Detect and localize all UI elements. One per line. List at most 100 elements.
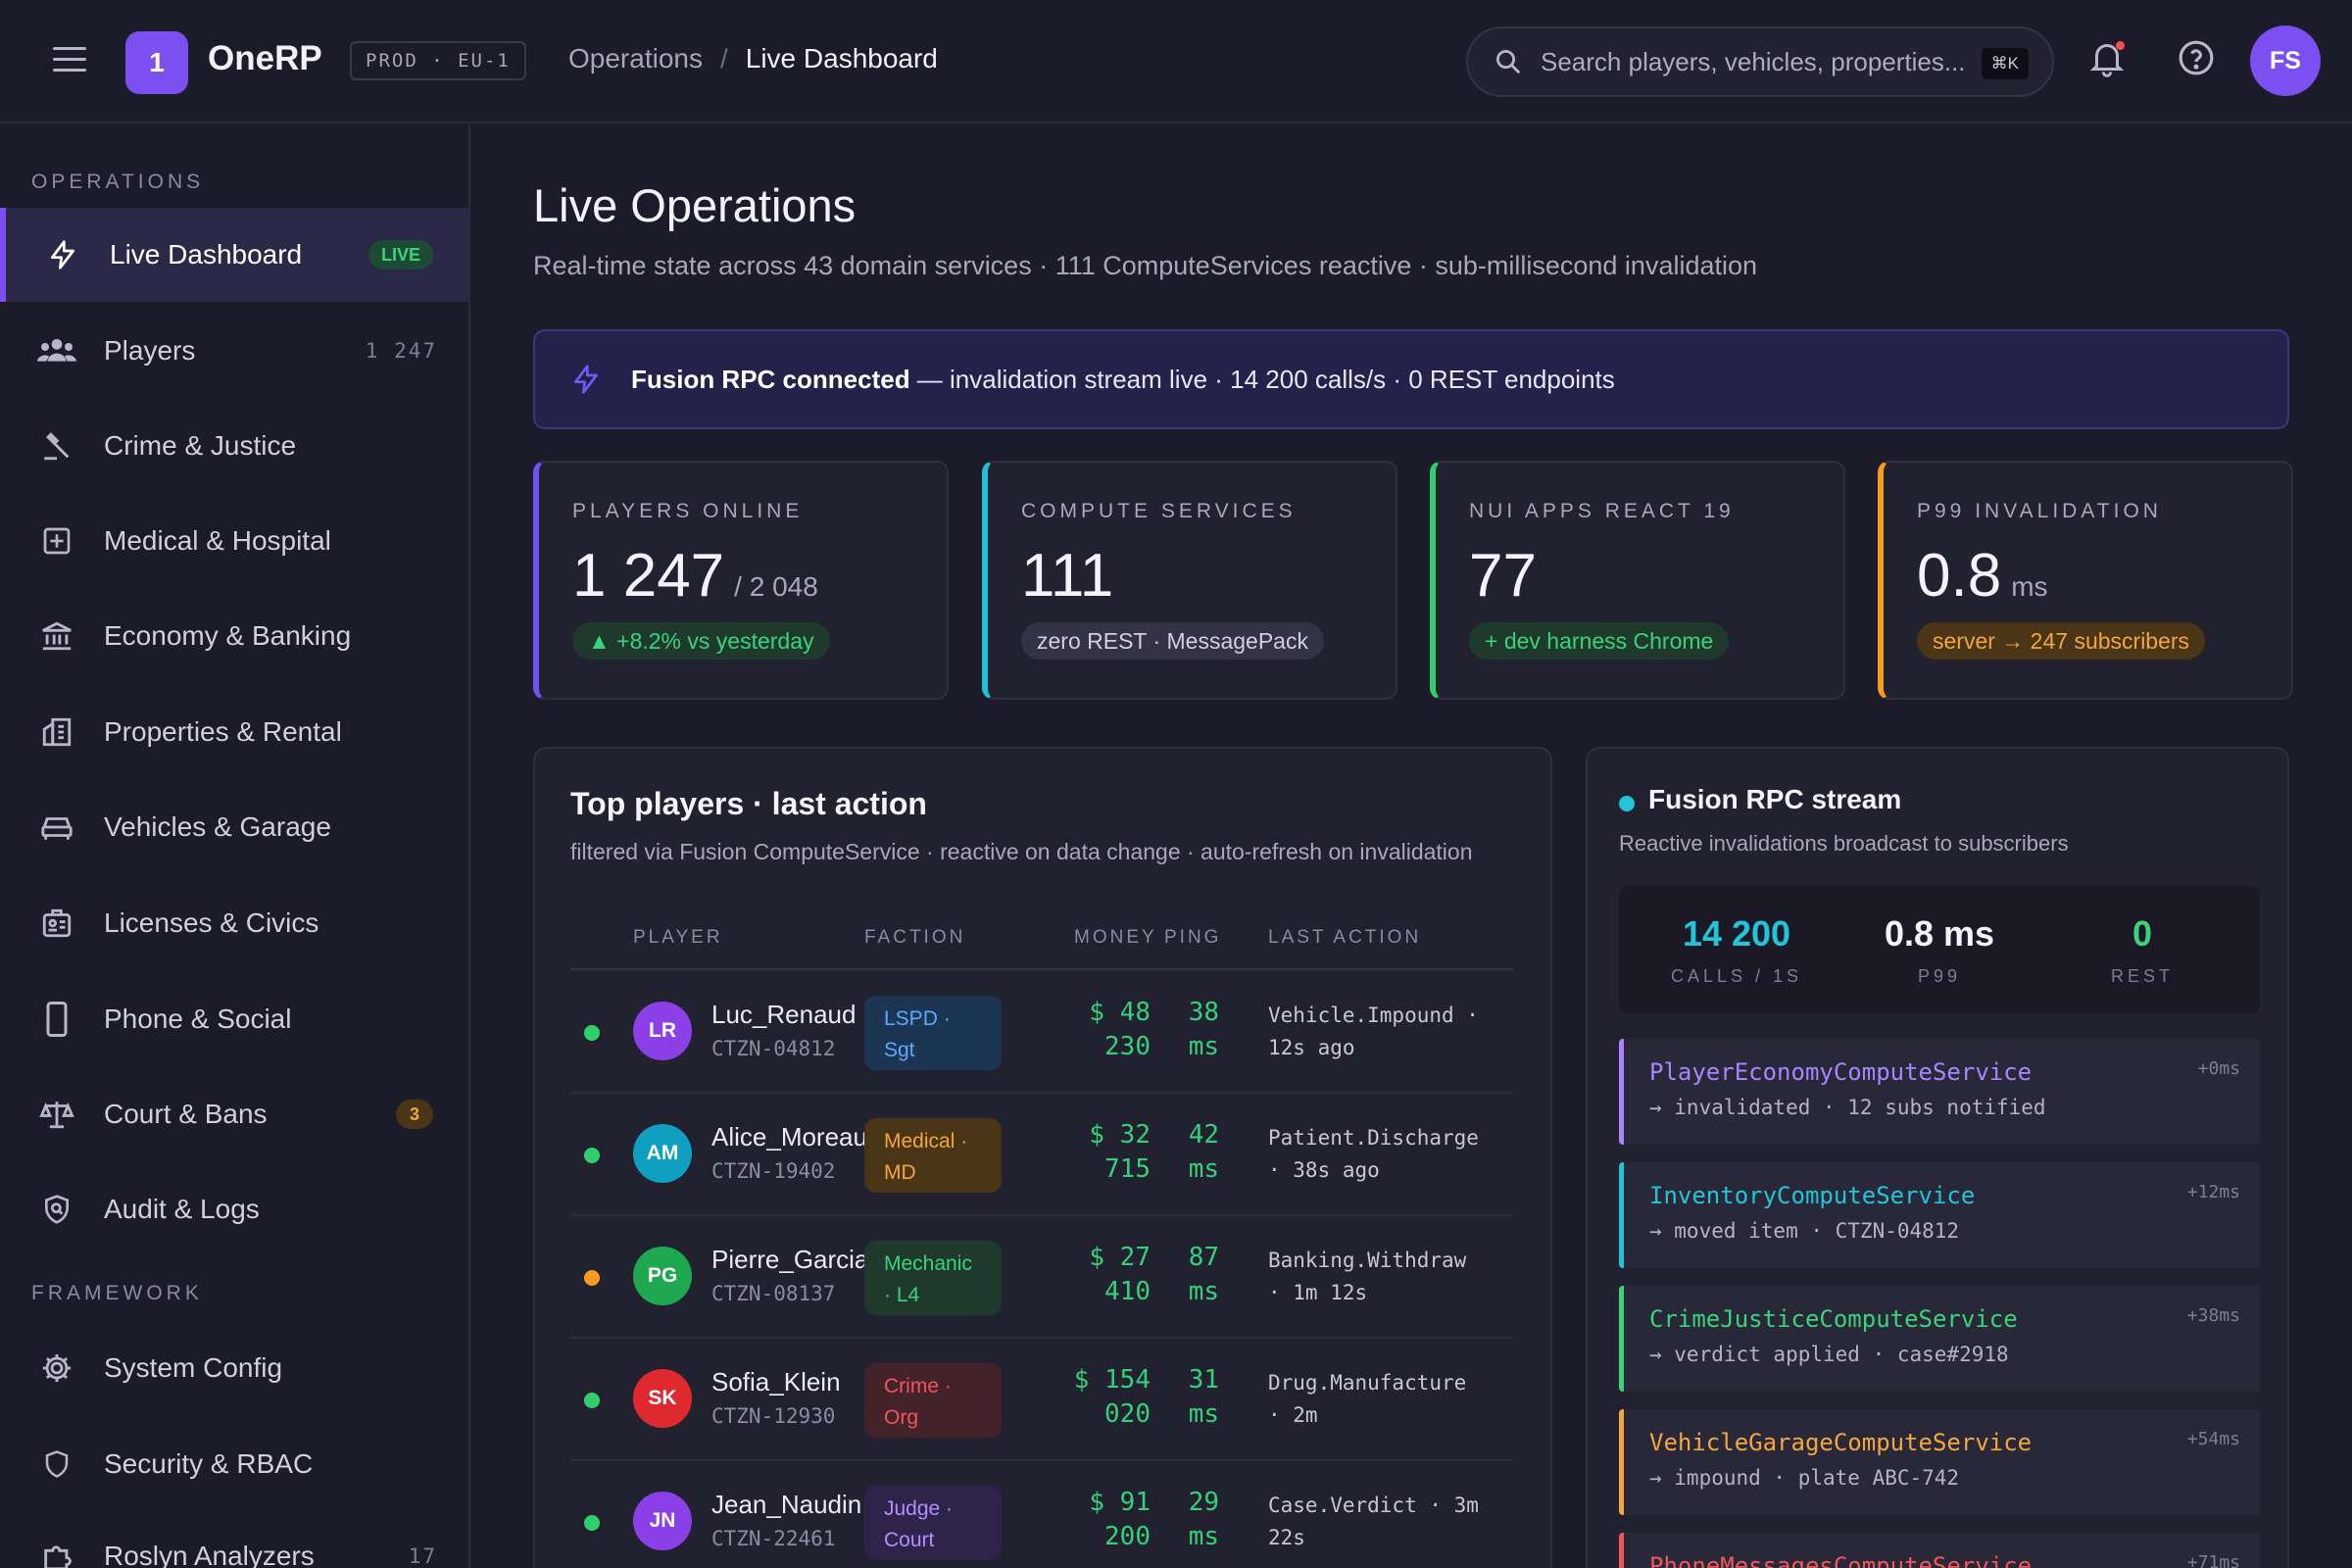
- avatar: LR: [633, 1002, 692, 1060]
- sidebar-section-framework: FRAMEWORK: [31, 1282, 203, 1304]
- notifications-bell-icon[interactable]: [2089, 39, 2132, 82]
- players-card-subtitle: filtered via Fusion ComputeService · rea…: [570, 839, 1473, 864]
- kpi-value: 1 247: [572, 542, 725, 610]
- sidebar-item-label: Vehicles & Garage: [104, 811, 331, 842]
- stream-subtitle: Reactive invalidations broadcast to subs…: [1619, 831, 2069, 856]
- ping-unit: ms: [1188, 1277, 1219, 1306]
- money-line-2: 200: [1104, 1522, 1151, 1551]
- kpi-label: P99 INVALIDATION: [1917, 500, 2162, 522]
- ping-value: 87 ms: [1149, 1241, 1219, 1309]
- sidebar-item-licenses-civics[interactable]: Licenses & Civics: [0, 876, 468, 970]
- metric-label: CALLS / 1S: [1670, 966, 1803, 986]
- sidebar-item-properties-rental[interactable]: Properties & Rental: [0, 685, 468, 779]
- last-action-line-2: · 2m: [1268, 1403, 1318, 1427]
- avatar: JN: [633, 1492, 692, 1550]
- breadcrumb-current: Live Dashboard: [745, 43, 938, 74]
- table-row[interactable]: SK Sofia_Klein CTZN-12930 Crime · Org $ 154 02…: [570, 1340, 1513, 1461]
- stream-title: Fusion RPC stream: [1648, 784, 1902, 814]
- app-logo[interactable]: 1: [125, 31, 188, 94]
- search-placeholder: Search players, vehicles, properties...: [1541, 46, 1966, 76]
- player-name[interactable]: Jean_Naudin: [711, 1490, 862, 1519]
- banner-details: — invalidation stream live · 14 200 call…: [909, 364, 1615, 394]
- sidebar-item-crime-justice[interactable]: Crime & Justice: [0, 399, 468, 493]
- table-row[interactable]: JN Jean_Naudin CTZN-22461 Judge · Court $ 91 2…: [570, 1462, 1513, 1568]
- kpi-suffix: ms: [2011, 571, 2048, 602]
- global-search-input[interactable]: Search players, vehicles, properties... …: [1466, 26, 2054, 97]
- sidebar-item-audit-logs[interactable]: Audit & Logs: [0, 1162, 468, 1256]
- fusion-rpc-stream-card: Fusion RPC stream Reactive invalidations…: [1586, 747, 2289, 1568]
- sidebar-item-system-config[interactable]: System Config: [0, 1321, 468, 1415]
- player-name[interactable]: Luc_Renaud: [711, 1000, 857, 1029]
- player-name[interactable]: Alice_Moreau: [711, 1122, 867, 1152]
- column-header-faction[interactable]: FACTION: [864, 927, 966, 948]
- metric-value: 0: [2132, 913, 2153, 954]
- stream-event[interactable]: PhoneMessagesComputeService +71ms: [1619, 1533, 2260, 1568]
- stream-event[interactable]: VehicleGarageComputeService → impound · p…: [1619, 1409, 2260, 1515]
- last-action-line-1: Patient.Discharge: [1268, 1126, 1479, 1150]
- car-icon: [37, 808, 76, 847]
- connection-banner: Fusion RPC connected — invalidation stre…: [533, 329, 2289, 429]
- gear-icon: [37, 1348, 76, 1388]
- sidebar-item-live-dashboard[interactable]: Live Dashboard LIVE: [0, 208, 468, 302]
- faction-badge: Judge · Court: [864, 1486, 1002, 1560]
- column-header-ping[interactable]: PING: [1164, 927, 1222, 948]
- player-name[interactable]: Sofia_Klein: [711, 1367, 841, 1396]
- sidebar-item-economy-banking[interactable]: Economy & Banking: [0, 589, 468, 683]
- sidebar-item-court-bans[interactable]: Court & Bans 3: [0, 1067, 468, 1161]
- table-row[interactable]: PG Pierre_Garcia CTZN-08137 Mechanic · L4 $ 2…: [570, 1217, 1513, 1339]
- last-action: Banking.Withdraw · 1m 12s: [1268, 1245, 1503, 1309]
- hamburger-menu-icon[interactable]: [53, 47, 86, 74]
- sidebar-item-medical-hospital[interactable]: Medical & Hospital: [0, 494, 468, 588]
- sidebar-item-players[interactable]: Players 1 247: [0, 304, 468, 398]
- money-value: $ 91 200: [1002, 1486, 1151, 1554]
- money-value: $ 32 715: [1002, 1118, 1151, 1187]
- player-name[interactable]: Pierre_Garcia: [711, 1245, 869, 1274]
- column-header-last-action[interactable]: LAST ACTION: [1268, 927, 1422, 948]
- metric-label: P99: [1917, 966, 1962, 986]
- stream-event[interactable]: PlayerEconomyComputeService → invalidated…: [1619, 1039, 2260, 1145]
- faction-rank: MD: [884, 1161, 916, 1184]
- faction-rank: Court: [884, 1529, 935, 1551]
- kpi-card[interactable]: NUI APPS REACT 19 77 + dev harness Chrome: [1430, 461, 1845, 700]
- faction-rank: Sgt: [884, 1039, 915, 1061]
- faction-badge: Crime · Org: [864, 1363, 1002, 1438]
- sidebar-section-operations: OPERATIONS: [31, 171, 205, 193]
- last-action-line-1: Case.Verdict · 3m: [1268, 1494, 1479, 1517]
- sidebar: OPERATIONS Live Dashboard LIVE Players 1…: [0, 125, 470, 1568]
- last-action-line-2: 12s ago: [1268, 1036, 1355, 1059]
- stream-event[interactable]: InventoryComputeService → moved item · CT…: [1619, 1162, 2260, 1268]
- help-icon[interactable]: [2178, 39, 2221, 82]
- player-id: CTZN-04812: [711, 1037, 836, 1060]
- kpi-card[interactable]: PLAYERS ONLINE 1 247 / 2 048 ▲ +8.2% vs yes…: [533, 461, 949, 700]
- ping-number: 87: [1188, 1243, 1219, 1272]
- breadcrumb-operations[interactable]: Operations: [568, 43, 703, 74]
- kpi-card[interactable]: COMPUTE SERVICES 111 zero REST · MessagePa…: [982, 461, 1397, 700]
- event-detail: → moved item · CTZN-04812: [1649, 1219, 1960, 1243]
- money-line-1: $ 27: [1089, 1243, 1151, 1272]
- user-avatar[interactable]: FS: [2250, 25, 2321, 96]
- faction-rank: · L4: [884, 1284, 920, 1306]
- sidebar-item-security-rbac[interactable]: Security & RBAC: [0, 1417, 468, 1511]
- unread-notification-dot: [2116, 41, 2125, 50]
- column-header-money[interactable]: MONEY: [1074, 927, 1157, 948]
- gavel-icon: [37, 426, 76, 466]
- sidebar-item-phone-social[interactable]: Phone & Social: [0, 972, 468, 1066]
- online-status-dot: [584, 1148, 600, 1163]
- sidebar-item-vehicles-garage[interactable]: Vehicles & Garage: [0, 780, 468, 874]
- kpi-card[interactable]: P99 INVALIDATION 0.8 ms server → 247 subscr…: [1878, 461, 2293, 700]
- event-time-offset: +38ms: [2186, 1305, 2240, 1326]
- table-row[interactable]: AM Alice_Moreau CTZN-19402 Medical · MD $ 32 7…: [570, 1095, 1513, 1216]
- player-id: CTZN-12930: [711, 1404, 836, 1428]
- column-header-player[interactable]: PLAYER: [633, 927, 723, 948]
- last-action-line-2: · 38s ago: [1268, 1158, 1380, 1182]
- bolt-icon: [574, 365, 598, 394]
- stream-event[interactable]: CrimeJusticeComputeService → verdict appl…: [1619, 1286, 2260, 1392]
- online-status-dot: [584, 1270, 600, 1286]
- kpi-suffix: / 2 048: [734, 571, 818, 602]
- table-row[interactable]: LR Luc_Renaud CTZN-04812 LSPD · Sgt $ 48 230 38…: [570, 972, 1513, 1094]
- money-value: $ 154 020: [1002, 1363, 1151, 1432]
- kpi-label: COMPUTE SERVICES: [1021, 500, 1297, 522]
- sidebar-item-roslyn-analyzers[interactable]: Roslyn Analyzers 17: [0, 1509, 468, 1568]
- faction-name: Judge ·: [884, 1497, 954, 1520]
- player-id: CTZN-22461: [711, 1527, 836, 1550]
